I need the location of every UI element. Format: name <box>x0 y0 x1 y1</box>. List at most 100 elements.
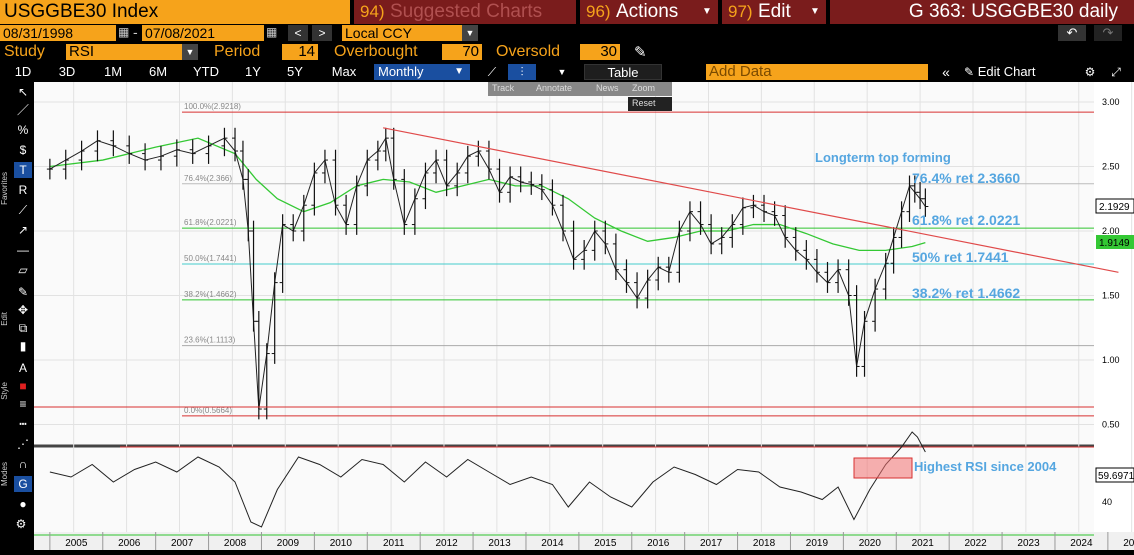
range-max[interactable]: Max <box>331 64 357 79</box>
font-style-icon[interactable]: A <box>18 361 27 375</box>
year-label: 2016 <box>647 538 670 549</box>
actions-button[interactable]: 96) Actions ▼ <box>580 0 718 24</box>
add-data-input[interactable]: Add Data <box>706 63 928 80</box>
dollar-tool-icon[interactable]: $ <box>19 143 27 157</box>
edit-chart-label: Edit Chart <box>977 64 1036 79</box>
crosshair-mode-icon[interactable]: G <box>14 476 32 492</box>
price-chart[interactable]: 100.0%(2.9218) 76.4%(2.366) 61.8%(2.0221) 5… <box>0 82 1134 550</box>
chart-id: G 363: USGGBE30 daily <box>908 1 1118 22</box>
start-date-field[interactable]: 08/31/1998 <box>0 25 116 41</box>
calendar-icon[interactable]: ▦ <box>266 25 278 39</box>
chevron-down-icon[interactable]: ▼ <box>557 67 567 77</box>
overbought-input[interactable]: 70 <box>442 43 482 60</box>
channel-icon[interactable]: ▱ <box>18 263 28 277</box>
fib-level-tag: 50.0%(1.7441) <box>184 254 237 263</box>
year-label: 2022 <box>964 538 987 549</box>
study-bar: Study RSI ▼ Period 14 Overbought 70 Over… <box>0 42 1134 62</box>
oversold-input[interactable]: 30 <box>580 43 620 60</box>
price-pane <box>34 82 1094 444</box>
palette-icon[interactable]: ● <box>19 497 27 511</box>
copy-icon[interactable]: ⧉ <box>18 321 28 335</box>
range-5y[interactable]: 5Y <box>287 64 303 79</box>
retracement-icon[interactable]: R <box>18 183 28 197</box>
range-1d[interactable]: 1D <box>14 64 32 79</box>
edit-button[interactable]: 97) Edit ▼ <box>722 0 826 24</box>
prev-period-button[interactable]: < <box>288 25 308 41</box>
reset-button[interactable]: Reset <box>628 97 672 111</box>
line-weight-icon[interactable]: ≡ <box>19 397 27 411</box>
edit-chart-button[interactable]: ✎ Edit Chart <box>964 64 1072 80</box>
range-3d[interactable]: 3D <box>58 64 76 79</box>
dash-icon[interactable]: ⋰ <box>17 437 29 451</box>
move-icon[interactable]: ✥ <box>17 303 29 317</box>
range-1y[interactable]: 1Y <box>245 64 261 79</box>
rsi-pane <box>34 444 1094 532</box>
frequency-select[interactable]: Monthly ▼ <box>374 64 470 80</box>
ray-icon[interactable]: ↗ <box>17 223 29 237</box>
end-date-field[interactable]: 07/08/2021 <box>142 25 264 41</box>
cursor-icon[interactable]: ↖ <box>17 85 29 99</box>
line-tool-icon[interactable]: ／ <box>16 103 29 117</box>
horizontal-line-icon[interactable]: — <box>17 243 29 257</box>
date-axis-area <box>34 532 1134 550</box>
downtrend-line[interactable] <box>383 127 1119 273</box>
color-swatch-icon[interactable]: ■ <box>19 379 27 393</box>
table-button[interactable]: Table <box>584 64 662 80</box>
settings-icon[interactable]: ⚙ <box>1084 65 1096 79</box>
price-tick-label: 2.00 <box>1102 226 1120 236</box>
ticker-text: USGGBE30 Index <box>4 1 159 22</box>
annotate-button[interactable]: Annotate <box>536 83 573 93</box>
actions-label: Actions <box>616 1 679 22</box>
chevron-down-icon[interactable]: ▼ <box>462 25 478 41</box>
gear-icon[interactable]: ⚙ <box>15 517 27 531</box>
bar-chart-icon[interactable]: ⫶ <box>508 64 536 80</box>
pencil-icon[interactable]: ✎ <box>634 44 647 61</box>
next-period-button[interactable]: > <box>312 25 332 41</box>
zoom-button[interactable]: Zoom <box>632 83 656 93</box>
year-label: 2014 <box>541 538 564 549</box>
year-label: 2023 <box>1017 538 1040 549</box>
reset-label: Reset <box>632 98 656 108</box>
currency-select[interactable]: Local CCY <box>342 25 462 41</box>
range-6m[interactable]: 6M <box>148 64 168 79</box>
undo-icon[interactable]: ↶ <box>1058 25 1086 41</box>
pen-icon[interactable]: ✎ <box>17 285 29 299</box>
calendar-icon[interactable]: ▦ <box>118 25 130 39</box>
moving-average-line <box>49 137 926 251</box>
news-button[interactable]: News <box>596 83 619 93</box>
drawing-toolbar: Favorites Edit Style Modes ↖ ／ % $ T R ⟋… <box>0 82 34 550</box>
price-tick-label: 2.50 <box>1102 162 1120 172</box>
overbought-value: 70 <box>462 43 479 60</box>
date-separator: - <box>133 24 138 40</box>
text-tool-icon[interactable]: T <box>14 162 32 178</box>
collapse-icon[interactable]: « <box>942 64 950 80</box>
delete-icon[interactable]: ▮ <box>19 339 27 353</box>
line-chart-icon[interactable]: ⟋ <box>487 65 497 79</box>
price-tick-label: 3.00 <box>1102 97 1120 107</box>
expand-icon[interactable]: ⤢ <box>1111 65 1121 79</box>
chevron-down-icon[interactable]: ▼ <box>182 44 198 60</box>
line-style-icon[interactable]: ┅ <box>19 417 27 431</box>
edit-label: Edit <box>758 1 791 22</box>
redo-icon[interactable]: ↷ <box>1094 25 1122 41</box>
magnet-icon[interactable]: ∩ <box>18 457 28 471</box>
period-input[interactable]: 14 <box>282 43 318 60</box>
chart-panel[interactable]: 100.0%(2.9218) 76.4%(2.366) 61.8%(2.0221) 5… <box>0 82 1134 550</box>
suggested-charts-button[interactable]: 94) Suggested Charts <box>354 0 576 24</box>
ticker-field[interactable]: USGGBE30 Index <box>0 0 350 24</box>
track-button[interactable]: Track <box>492 83 515 93</box>
last-rsi-badge <box>1095 467 1134 483</box>
overbought-label: Overbought <box>334 43 418 60</box>
year-label: 2024 <box>1070 538 1093 549</box>
percent-tool-icon[interactable]: % <box>17 123 29 137</box>
oversold-value: 30 <box>600 43 617 60</box>
year-label: 2013 <box>488 538 511 549</box>
range-1m[interactable]: 1M <box>103 64 123 79</box>
year-label: 2021 <box>912 538 935 549</box>
ret-764-label: 76.4% ret 2.3660 <box>912 170 1020 186</box>
ret-382-label: 38.2% ret 1.4662 <box>912 285 1020 301</box>
range-ytd[interactable]: YTD <box>193 64 219 79</box>
study-select[interactable]: RSI <box>66 43 182 60</box>
year-label: 2011 <box>383 538 405 549</box>
trendline-icon[interactable]: ⟋ <box>18 203 28 217</box>
